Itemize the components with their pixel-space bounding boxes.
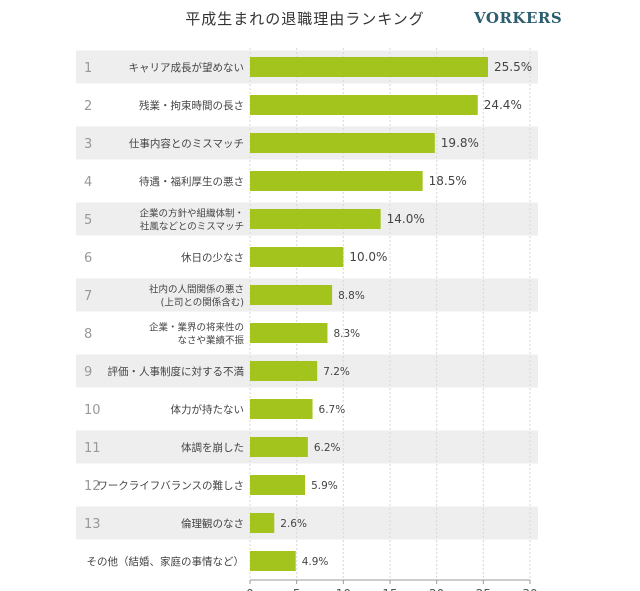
- value-label: 4.9%: [302, 556, 329, 568]
- value-label: 10.0%: [349, 250, 387, 264]
- x-tick-label: 0: [246, 587, 254, 591]
- value-label: 5.9%: [311, 480, 338, 492]
- row-stripe: [76, 506, 538, 540]
- category-label: 体調を崩した: [181, 441, 244, 454]
- bar: [250, 133, 435, 153]
- bar: [250, 171, 423, 191]
- value-labels: 25.5% 24.4% 19.8% 18.5% 14.0% 10.0% 8.8% 8.3% 7.…: [280, 60, 532, 568]
- value-label: 25.5%: [494, 60, 532, 74]
- category-label: 企業の方針や組織体制・: [139, 208, 244, 220]
- bar: [250, 285, 333, 305]
- bar: [250, 95, 478, 115]
- category-label: なさや業績不振: [177, 335, 244, 347]
- bar: [250, 399, 313, 419]
- category-label: ワークライフバランスの難しさ: [97, 479, 244, 492]
- value-label: 14.0%: [387, 212, 425, 226]
- x-tick-label: 20: [429, 587, 444, 591]
- chart-title: 平成生まれの退職理由ランキング: [185, 10, 425, 28]
- bar: [250, 437, 308, 457]
- category-label: 待遇・福利厚生の悪さ: [139, 175, 244, 188]
- value-label: 6.2%: [314, 442, 341, 454]
- category-label: その他（結婚、家庭の事情など）: [87, 555, 245, 568]
- value-label: 18.5%: [429, 174, 467, 188]
- category-label: 企業・業界の将来性の: [149, 322, 244, 334]
- bars: [250, 57, 488, 571]
- rank-label: 4: [84, 175, 92, 190]
- bar: [250, 361, 318, 381]
- x-tick-label: 5: [293, 587, 301, 591]
- rank-label: 11: [84, 441, 101, 456]
- category-label: 倫理観のなさ: [181, 517, 244, 530]
- bar: [250, 209, 381, 229]
- value-label: 2.6%: [280, 518, 307, 530]
- category-label: (上司との関係含む): [161, 297, 244, 309]
- value-label: 6.7%: [319, 404, 346, 416]
- category-label: 体力が持たない: [171, 403, 245, 416]
- category-label: 残業・拘束時間の長さ: [139, 99, 244, 112]
- bar: [250, 551, 296, 571]
- category-label: 評価・人事制度に対する不満: [108, 365, 245, 378]
- rank-label: 5: [84, 213, 92, 228]
- bar: [250, 57, 488, 77]
- x-axis: 0 5 10 15 20 25 30: [246, 579, 538, 591]
- category-label: 社内の人間関係の悪さ: [149, 284, 244, 296]
- bar: [250, 323, 328, 343]
- rank-label: 2: [84, 99, 92, 114]
- x-tick-label: 25: [476, 587, 491, 591]
- brand-logo: VORKERS: [474, 9, 563, 27]
- bar: [250, 475, 306, 495]
- value-label: 8.3%: [333, 328, 360, 340]
- category-label: 仕事内容とのミスマッチ: [129, 137, 244, 150]
- bar: [250, 513, 275, 533]
- x-tick-label: 10: [336, 587, 351, 591]
- rank-label: 13: [84, 517, 101, 532]
- bar: [250, 247, 344, 267]
- category-label: 休日の少なさ: [181, 252, 244, 264]
- value-label: 7.2%: [323, 366, 350, 378]
- category-labels: 1 キャリア成長が望めない 2 残業・拘束時間の長さ 3 仕事内容とのミスマッチ 4 待遇・福…: [84, 61, 244, 568]
- rank-label: 1: [84, 61, 92, 76]
- value-label: 8.8%: [338, 290, 365, 302]
- rank-label: 7: [84, 289, 92, 304]
- value-label: 24.4%: [484, 98, 522, 112]
- rank-label: 3: [84, 137, 92, 152]
- x-tick-label: 30: [522, 587, 537, 591]
- rank-label: 12: [84, 479, 101, 494]
- rank-label: 9: [84, 365, 92, 380]
- rank-label: 8: [84, 327, 92, 342]
- value-label: 19.8%: [441, 136, 479, 150]
- rank-label: 10: [84, 403, 101, 418]
- category-label: キャリア成長が望めない: [129, 61, 245, 74]
- x-tick-label: 15: [382, 587, 397, 591]
- category-label: 社風などとのミスマッチ: [140, 221, 244, 233]
- rank-label: 6: [84, 251, 92, 266]
